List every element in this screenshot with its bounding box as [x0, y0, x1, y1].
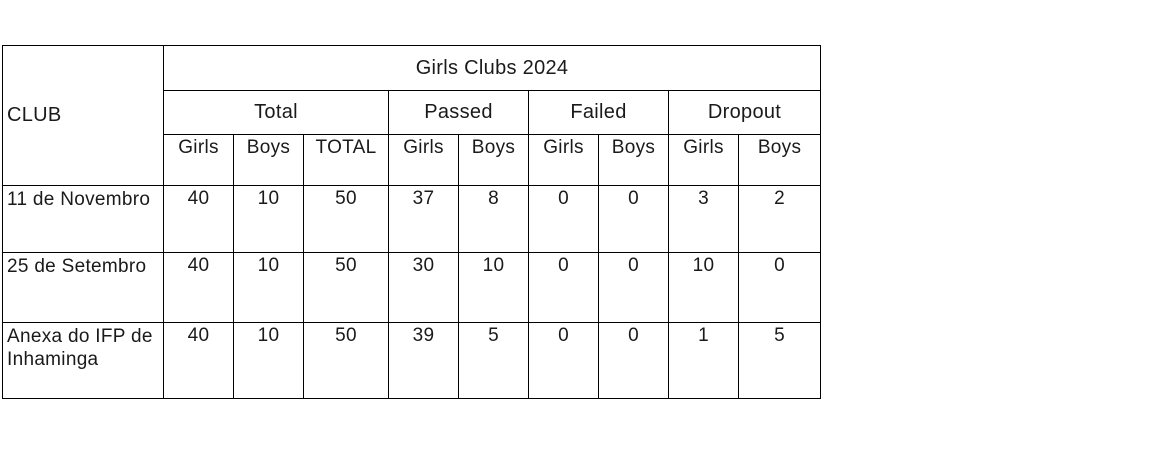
cell-total-total: 50	[303, 185, 389, 253]
group-header-row: Total Passed Failed Dropout	[3, 90, 822, 135]
cell-dropout-boys: 0	[737, 252, 822, 323]
cell-total-girls: 40	[163, 322, 234, 399]
table-title-row: CLUB Girls Clubs 2024	[2, 45, 822, 186]
subheader-passed-boys: Boys	[458, 134, 529, 186]
group-header-passed: Passed	[388, 90, 529, 135]
cell-total-boys: 10	[233, 322, 304, 399]
girls-clubs-table: CLUB Girls Clubs 2024 Total Passed Faile…	[2, 45, 822, 399]
group-header-total: Total	[163, 90, 389, 135]
cell-failed-boys: 0	[598, 322, 669, 399]
cell-passed-boys: 10	[458, 252, 529, 323]
subheader-passed-girls: Girls	[388, 134, 459, 186]
table-title: Girls Clubs 2024	[162, 45, 822, 91]
cell-passed-boys: 8	[458, 185, 529, 253]
cell-failed-boys: 0	[598, 252, 669, 323]
cell-passed-girls: 37	[388, 185, 459, 253]
cell-total-boys: 10	[233, 252, 304, 323]
cell-failed-girls: 0	[528, 185, 599, 253]
cell-total-girls: 40	[163, 252, 234, 323]
subheader-total-total: TOTAL	[303, 134, 389, 186]
subheader-dropout-girls: Girls	[668, 134, 739, 186]
group-header-dropout: Dropout	[667, 90, 822, 135]
club-column-header: CLUB	[2, 45, 164, 186]
club-name: 25 de Setembro	[2, 252, 164, 323]
cell-total-total: 50	[303, 252, 389, 323]
cell-total-girls: 40	[163, 185, 234, 253]
group-header-failed: Failed	[528, 90, 669, 135]
table-row: Anexa do IFP de Inhaminga 40 10 50 39 5 …	[2, 322, 822, 399]
cell-total-total: 50	[303, 322, 389, 399]
club-name: Anexa do IFP de Inhaminga	[2, 322, 164, 399]
subheader-total-girls: Girls	[163, 134, 234, 186]
cell-dropout-girls: 10	[668, 252, 739, 323]
cell-dropout-boys: 5	[737, 322, 822, 399]
subheader-dropout-boys: Boys	[737, 134, 822, 186]
table-row: 25 de Setembro 40 10 50 30 10 0 0 10 0	[2, 252, 822, 323]
subheader-failed-girls: Girls	[528, 134, 599, 186]
subheader-failed-boys: Boys	[598, 134, 669, 186]
cell-failed-girls: 0	[528, 322, 599, 399]
table-row: 11 de Novembro 40 10 50 37 8 0 0 3 2	[2, 185, 822, 253]
cell-failed-girls: 0	[528, 252, 599, 323]
cell-dropout-boys: 2	[737, 185, 822, 253]
club-name: 11 de Novembro	[2, 185, 164, 253]
subheader-row: Girls Boys TOTAL Girls Boys Girls Boys G…	[3, 134, 822, 186]
cell-total-boys: 10	[233, 185, 304, 253]
cell-dropout-girls: 3	[668, 185, 739, 253]
cell-failed-boys: 0	[598, 185, 669, 253]
cell-passed-girls: 30	[388, 252, 459, 323]
cell-passed-boys: 5	[458, 322, 529, 399]
cell-dropout-girls: 1	[668, 322, 739, 399]
cell-passed-girls: 39	[388, 322, 459, 399]
subheader-total-boys: Boys	[233, 134, 304, 186]
